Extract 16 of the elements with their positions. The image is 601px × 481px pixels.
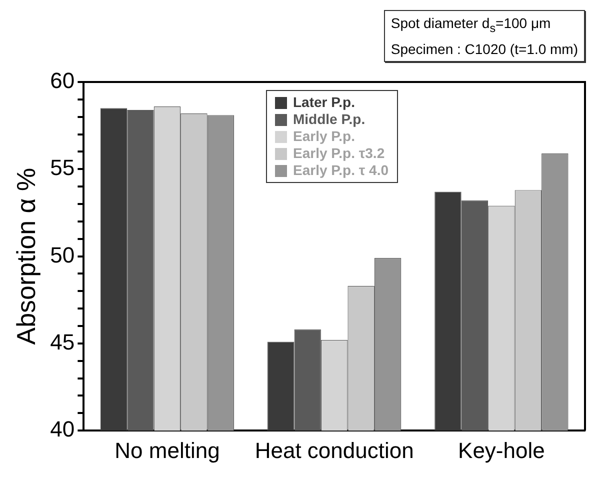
legend-label: Middle P.p. xyxy=(293,111,366,128)
x-tick-label: Heat conduction xyxy=(254,438,414,463)
y-axis-title: Absorption α % xyxy=(10,168,41,345)
legend-label: Later P.p. xyxy=(293,94,355,111)
y-tick-label: 55 xyxy=(50,155,75,180)
y-tick-label: 40 xyxy=(50,416,75,442)
x-tick-label: Key-hole xyxy=(458,438,545,463)
y-tick-label: 60 xyxy=(50,68,75,94)
legend-label: Early P.p. τ 4.0 xyxy=(293,162,388,179)
y-tick-label: 50 xyxy=(50,242,75,268)
x-tick-label: No melting xyxy=(114,438,220,463)
text: Specimen : C1020 (t=1.0 mm) xyxy=(390,40,578,59)
legend-label: Early P.p. τ3.2 xyxy=(293,145,385,162)
legend-label: Early P.p. xyxy=(293,128,356,145)
text: Spot diameter d$_{s}$=100 μm xyxy=(390,14,552,37)
y-tick-label: 45 xyxy=(50,330,75,355)
